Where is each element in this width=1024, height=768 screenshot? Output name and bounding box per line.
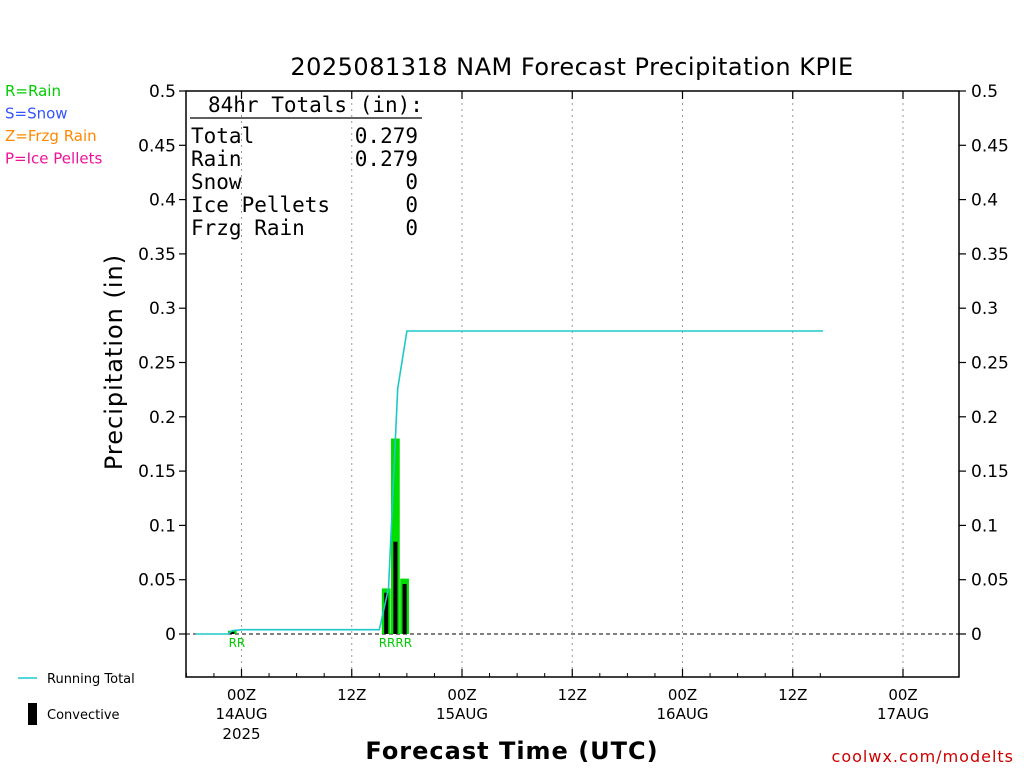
ptype-marker: RRRR [379,636,412,650]
y-tick-label-left: 0.3 [149,299,176,319]
legend-label: Running Total [47,672,135,687]
y-tick-label-right: 0.35 [971,245,1009,265]
totals-row-value: 0.279 [355,147,418,171]
y-tick-label-left: 0.5 [149,82,176,102]
type-legend-item: S=Snow [5,105,68,123]
chart-title: 2025081318 NAM Forecast Precipitation KP… [290,53,853,81]
y-tick-label-right: 0.45 [971,136,1009,156]
totals-header: 84hr Totals (in): [208,93,423,117]
x-tick-label-date: 14AUG [216,705,268,723]
y-tick-label-right: 0.4 [971,191,998,211]
y-axis-label: Precipitation (in) [100,254,128,470]
y-tick-label-left: 0.05 [138,571,176,591]
x-tick-label-hour: 00Z [668,686,697,704]
y-tick-label-right: 0.15 [971,462,1009,482]
legend-label: Convective [47,708,120,723]
convective-bar [384,592,389,634]
precip-type-legend: R=Rain S=Snow Z=Frzg Rain P=Ice Pellets [5,82,102,168]
y-tick-label-right: 0.05 [971,571,1009,591]
y-tick-label-left: 0.25 [138,354,176,374]
y-tick-label-left: 0 [165,625,176,645]
x-tick-label-date: 17AUG [877,705,929,723]
x-tick-label-date: 16AUG [657,705,709,723]
credit-link[interactable]: coolwx.com/modelts [832,747,1014,766]
y-tick-label-right: 0.25 [971,354,1009,374]
x-axis-label: Forecast Time (UTC) [365,737,658,765]
y-tick-label-right: 0.3 [971,299,998,319]
y-axis-ticks: 0 00.05 0.050.1 0.10.15 0.150.2 0.20.25 0.250.… [138,82,1009,645]
running-total-series [195,330,824,635]
y-tick-label-right: 0 [971,625,982,645]
totals-row-value: 0 [405,216,418,240]
bars [227,438,409,634]
y-tick-label-left: 0.35 [138,245,176,265]
x-tick-label-hour: 12Z [778,686,807,704]
x-tick-label-hour: 12Z [337,686,366,704]
series-legend: Running Total Convective [18,672,135,725]
convective-bar [402,584,407,634]
y-tick-label-left: 0.4 [149,191,176,211]
grid-lines [186,91,959,677]
totals-box: 84hr Totals (in): Total 0.279 Rain 0.279 Snow… [190,93,423,240]
x-tick-label-date: 15AUG [436,705,488,723]
y-tick-label-left: 0.45 [138,136,176,156]
totals-row-label: Total [191,124,254,148]
y-tick-label-left: 0.1 [149,516,176,536]
y-tick-label-left: 0.15 [138,462,176,482]
x-tick-label-hour: 00Z [227,686,256,704]
y-tick-label-left: 0.2 [149,408,176,428]
type-legend-item: R=Rain [5,82,61,100]
legend-bar-swatch [28,703,37,725]
x-tick-label-hour: 12Z [558,686,587,704]
type-legend-item: Z=Frzg Rain [5,127,97,145]
totals-row-value: 0 [405,193,418,217]
y-tick-label-right: 0.5 [971,82,998,102]
convective-bar [230,631,235,634]
x-tick-label-year: 2025 [222,725,260,743]
x-tick-label-hour: 00Z [888,686,917,704]
totals-row-label: Frzg Rain [191,216,305,240]
totals-row-value: 0.279 [355,124,418,148]
totals-row-value: 0 [405,170,418,194]
running-total-line [195,330,824,635]
y-tick-label-right: 0.2 [971,408,998,428]
totals-row-label: Rain [191,147,242,171]
x-tick-label-hour: 00Z [447,686,476,704]
ptype-markers: RR RRRR [229,636,413,650]
rain-bar [391,438,400,634]
type-legend-item: P=Ice Pellets [5,150,102,168]
totals-row-label: Ice Pellets [191,193,330,217]
ptype-marker: RR [229,636,246,650]
totals-row-label: Snow [191,170,242,194]
y-tick-label-right: 0.1 [971,516,998,536]
convective-bar [393,541,398,634]
